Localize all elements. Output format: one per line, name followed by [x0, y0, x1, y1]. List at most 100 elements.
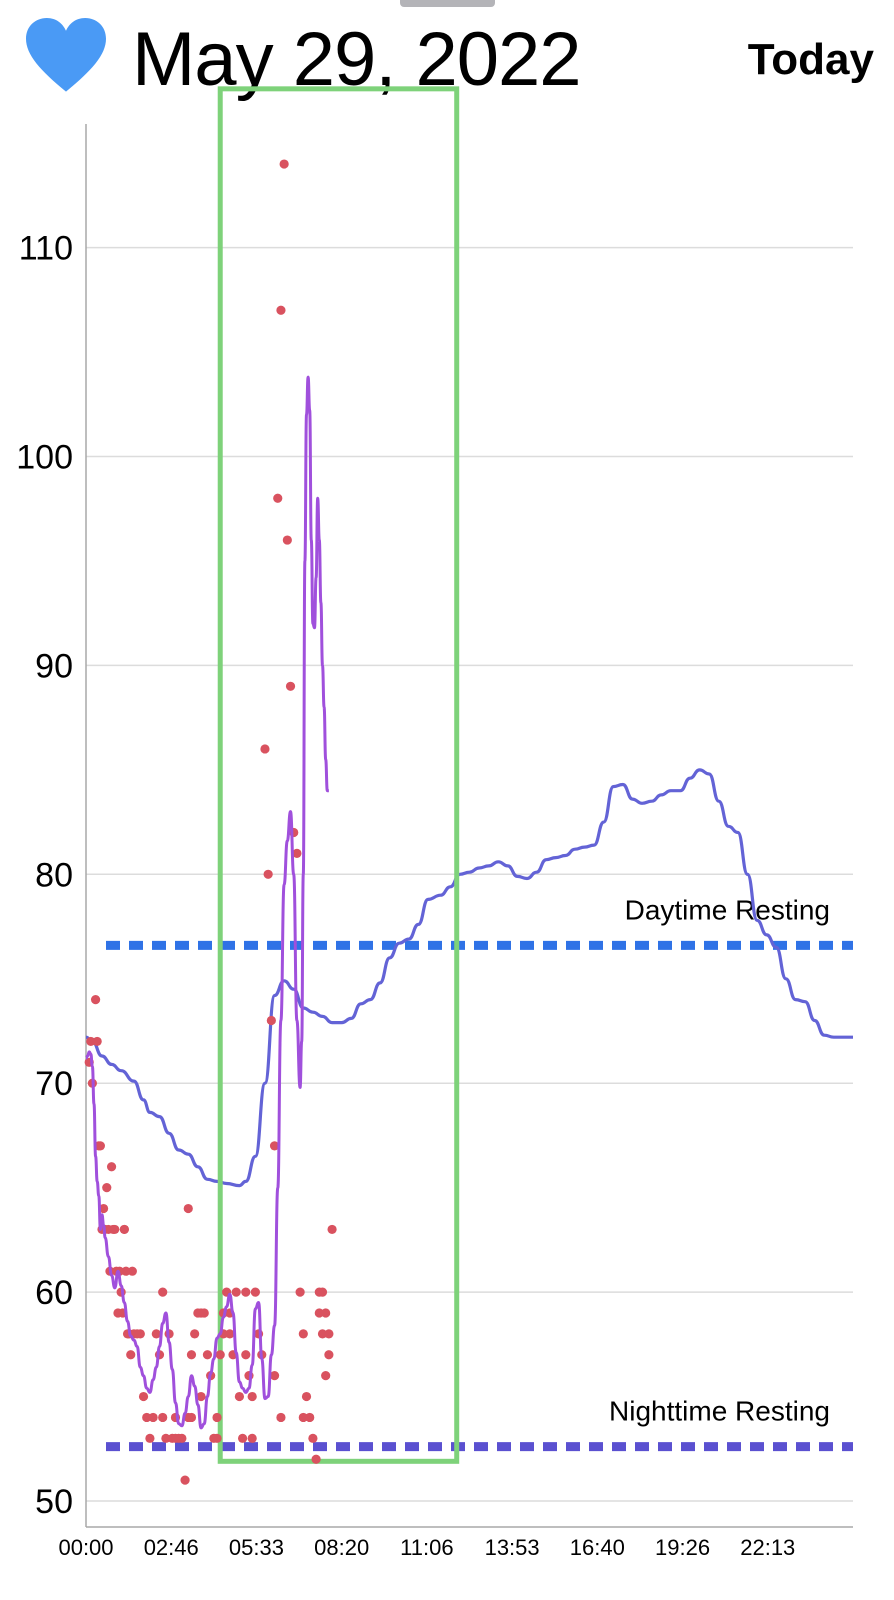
y-tick-label: 100 — [16, 439, 73, 477]
sample-point — [324, 1329, 334, 1339]
sample-point — [295, 1287, 305, 1297]
sample-point — [95, 1141, 105, 1151]
sample-point — [237, 1433, 248, 1443]
sample-point — [321, 1308, 331, 1318]
reference-label: Daytime Resting — [625, 894, 830, 925]
sample-point — [231, 1287, 241, 1297]
average-line — [85, 768, 853, 1188]
sample-point — [241, 1287, 251, 1297]
sample-point — [145, 1433, 155, 1443]
highlight-box — [217, 86, 460, 1464]
sample-point — [180, 1475, 190, 1485]
sample-point — [301, 1391, 312, 1402]
y-tick-label: 70 — [35, 1065, 73, 1103]
sample-point — [199, 1308, 209, 1318]
sample-point — [321, 1371, 331, 1381]
x-tick-label: 22:13 — [740, 1535, 795, 1560]
sample-point — [327, 1224, 337, 1235]
y-tick-label: 80 — [35, 856, 73, 894]
x-tick-label: 00:00 — [58, 1535, 113, 1560]
sample-point — [311, 1454, 321, 1464]
reference-lines: Daytime Resting Nighttime Resting — [106, 894, 853, 1452]
sample-point — [92, 1036, 102, 1047]
x-axis: 00:00 02:46 05:33 08:20 11:06 13:53 16:40 19:26… — [58, 1535, 795, 1560]
sample-point — [186, 1350, 197, 1360]
grid — [85, 124, 853, 1528]
y-tick-label: 90 — [35, 647, 73, 685]
y-tick-label: 60 — [35, 1274, 73, 1312]
sample-point — [260, 744, 270, 754]
sample-point — [279, 159, 289, 169]
sample-point — [148, 1412, 158, 1423]
x-tick-label: 16:40 — [570, 1535, 625, 1560]
sample-point — [234, 1391, 244, 1402]
sample-point — [241, 1350, 251, 1360]
sample-point — [98, 1203, 109, 1214]
sample-point — [135, 1329, 145, 1339]
sample-point — [250, 1287, 260, 1297]
sample-point — [269, 1141, 280, 1151]
sample-point — [314, 1308, 324, 1318]
sample-point — [305, 1412, 315, 1423]
sample-point — [170, 1433, 181, 1443]
sample-points — [84, 159, 337, 1485]
sample-point — [161, 1433, 171, 1443]
reference-label: Nighttime Resting — [609, 1396, 830, 1427]
y-tick-label: 110 — [19, 230, 73, 268]
x-tick-label: 13:53 — [485, 1535, 540, 1560]
sample-point — [110, 1224, 120, 1235]
sample-point — [266, 1015, 276, 1026]
sample-point — [202, 1350, 213, 1360]
sample-point — [119, 1224, 129, 1235]
sample-point — [247, 1433, 257, 1443]
sheet-grabber[interactable] — [400, 0, 495, 7]
sample-point — [212, 1412, 222, 1423]
sample-point — [138, 1391, 149, 1402]
sample-point — [298, 1412, 308, 1423]
sample-point — [90, 995, 101, 1005]
sample-point — [292, 848, 302, 859]
sample-point — [142, 1412, 152, 1423]
sample-point — [276, 1412, 286, 1423]
x-tick-label: 19:26 — [655, 1535, 710, 1560]
x-tick-label: 11:06 — [400, 1535, 453, 1560]
y-tick-label: 50 — [35, 1483, 73, 1521]
sample-point — [183, 1203, 193, 1214]
sample-point — [106, 1162, 117, 1172]
sample-point — [126, 1350, 136, 1360]
sample-point — [121, 1266, 131, 1276]
sample-point — [247, 1391, 257, 1402]
sample-point — [215, 1350, 225, 1360]
sample-point — [298, 1329, 308, 1339]
sample-point — [285, 681, 296, 691]
sample-point — [282, 535, 292, 545]
average-series — [85, 768, 853, 1188]
sample-point — [263, 869, 273, 879]
sample-point — [308, 1433, 318, 1443]
sample-point — [127, 1266, 137, 1276]
sample-point — [314, 1287, 324, 1297]
sample-point — [151, 1329, 161, 1339]
sample-point — [317, 1329, 328, 1339]
x-tick-label: 05:33 — [229, 1535, 284, 1560]
sample-point — [190, 1329, 200, 1339]
sample-point — [225, 1329, 235, 1339]
heart-icon — [26, 18, 106, 92]
y-axis: 50 60 70 80 90 100 110 — [16, 230, 73, 1521]
sample-point — [196, 1391, 206, 1402]
sample-point — [276, 305, 286, 315]
sample-point — [86, 1036, 96, 1047]
live-line — [85, 375, 329, 1430]
x-tick-label: 08:20 — [314, 1535, 369, 1560]
sample-point — [186, 1412, 197, 1423]
sample-point — [158, 1412, 168, 1423]
today-button[interactable]: Today — [747, 35, 874, 84]
sample-point — [177, 1433, 187, 1443]
x-tick-label: 02:46 — [144, 1535, 199, 1560]
sample-point — [102, 1183, 112, 1193]
sample-point — [212, 1433, 222, 1443]
live-series — [85, 375, 329, 1430]
highlight-rect — [217, 86, 460, 1464]
sample-point — [269, 1371, 280, 1381]
